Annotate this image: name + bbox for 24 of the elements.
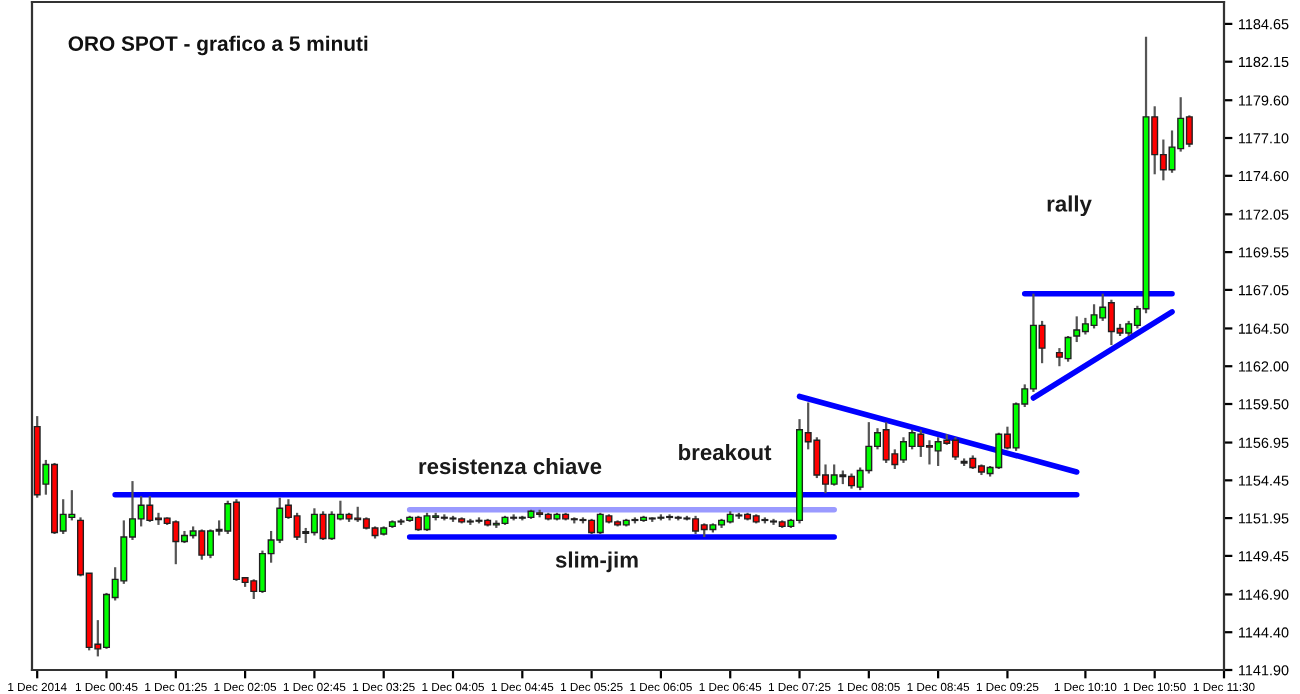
candlestick (198, 528, 206, 561)
annotation: slim-jim (555, 551, 638, 573)
candlestick (596, 511, 604, 536)
candlestick (934, 436, 942, 468)
candlestick (951, 436, 959, 462)
candlestick (917, 428, 925, 459)
annotation: resistenza chiave (419, 457, 602, 475)
candlestick (830, 463, 838, 487)
candlestick (813, 436, 821, 480)
candlestick (146, 495, 154, 523)
candlestick (995, 431, 1003, 471)
candlestick (423, 511, 431, 533)
candlestick (1090, 303, 1098, 330)
candlestick (319, 510, 327, 542)
candlestick (293, 511, 301, 542)
candlestick (328, 510, 336, 542)
annotation: rally (1047, 195, 1092, 217)
candlestick (1185, 114, 1193, 149)
candlestick (1064, 334, 1072, 363)
text: ORO SPOT - grafico a 5 minuti (68, 35, 368, 56)
annotation: breakout (679, 443, 772, 461)
candlestick (882, 421, 890, 465)
candlestick (1073, 315, 1081, 344)
candlestick (172, 519, 180, 566)
